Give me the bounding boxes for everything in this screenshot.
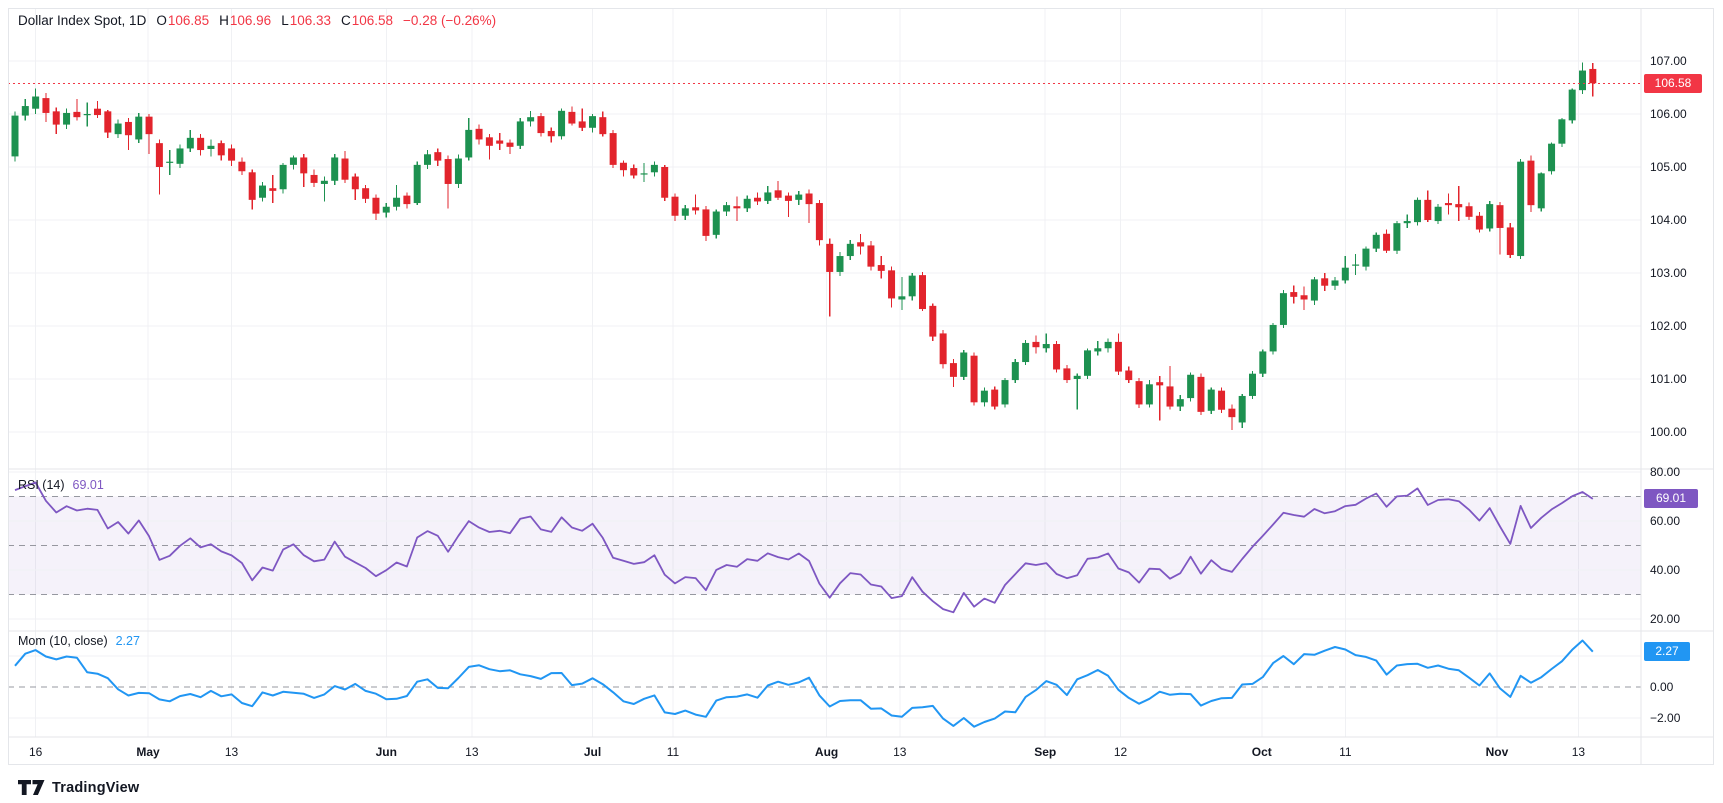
footer-brand[interactable]: TradingView	[18, 779, 139, 796]
rsi-legend: RSI (14) 69.01	[18, 478, 104, 492]
x-axis-label: Jun	[375, 745, 397, 759]
x-axis-label: 13	[465, 745, 479, 759]
last-price-badge: 106.58	[1644, 73, 1702, 93]
x-axis-label: 11	[1339, 745, 1352, 759]
price-axis-label: 106.00	[1650, 107, 1687, 121]
mom-value-badge: 2.27	[1644, 642, 1690, 662]
x-axis-label: 16	[28, 745, 43, 759]
mom-axis-label: 0.00	[1650, 680, 1674, 694]
price-axis-label: 101.00	[1650, 372, 1687, 386]
price-axis-label: 104.00	[1650, 213, 1687, 227]
x-axis-label: 12	[1113, 745, 1128, 759]
x-axis-label: Nov	[1485, 745, 1509, 759]
rsi-legend-name: RSI (14)	[18, 478, 65, 492]
rsi-axis-label: 60.00	[1650, 514, 1681, 528]
ohlc-low: L 106.33	[281, 13, 331, 28]
x-axis-label: 13	[1571, 745, 1586, 759]
price-axis-label: 102.00	[1650, 319, 1687, 333]
rsi-axis-label: 80.00	[1650, 465, 1681, 479]
mom-legend-name: Mom (10, close)	[18, 634, 108, 648]
x-axis-label: 13	[224, 745, 239, 759]
mom-legend-value: 2.27	[115, 634, 140, 648]
mom-axis-label: −2.00	[1650, 711, 1681, 725]
rsi-legend-value: 69.01	[72, 478, 104, 492]
x-axis-label: Jul	[583, 745, 602, 759]
ohlc-high: H 106.96	[219, 13, 272, 28]
price-axis-label: 107.00	[1650, 54, 1687, 68]
rsi-axis-label: 20.00	[1650, 612, 1681, 626]
price-axis-label: 105.00	[1650, 160, 1687, 174]
ohlc-close: C 106.58	[341, 13, 394, 28]
ohlc-open: O 106.85	[156, 13, 210, 28]
x-axis-label: 13	[893, 745, 907, 759]
footer-brand-text: TradingView	[52, 779, 140, 796]
rsi-axis-label: 40.00	[1650, 563, 1681, 577]
tradingview-logo-icon	[18, 780, 45, 795]
price-axis-label: 100.00	[1650, 425, 1687, 439]
chart-frame	[8, 8, 1714, 765]
symbol-title: Dollar Index Spot, 1D	[18, 13, 147, 28]
x-axis-label: Oct	[1251, 745, 1272, 759]
x-axis-label: Aug	[814, 745, 839, 759]
price-axis-label: 103.00	[1650, 266, 1687, 280]
rsi-value-badge: 69.01	[1644, 489, 1698, 509]
change-value: −0.28 (−0.26%)	[403, 13, 497, 28]
x-axis-label: 11	[666, 745, 680, 759]
x-axis-label: Sep	[1034, 745, 1057, 759]
mom-legend: Mom (10, close) 2.27	[18, 634, 140, 648]
x-axis-label: May	[136, 745, 160, 759]
